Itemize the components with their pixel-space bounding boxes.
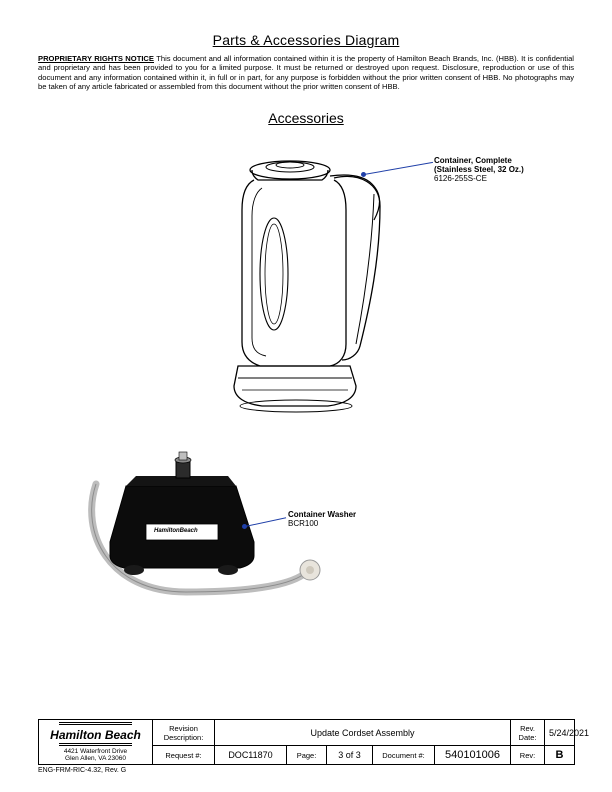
washer-callout: Container Washer BCR100 <box>288 510 356 528</box>
notice-lead: PROPRIETARY RIGHTS NOTICE <box>38 54 154 63</box>
request-value: DOC11870 <box>215 746 287 765</box>
rev-desc-label: Revision Description: <box>153 720 215 746</box>
rev-desc-value: Update Cordset Assembly <box>215 720 511 746</box>
callout-line: 6126-255S-CE <box>434 174 524 183</box>
rev-value: B <box>545 746 575 765</box>
title-block-table: Hamilton Beach 4421 Waterfront Drive Gle… <box>38 719 575 765</box>
page-label: Page: <box>287 746 327 765</box>
address-line: Glen Allen, VA 23060 <box>43 756 148 763</box>
logo-cell: Hamilton Beach 4421 Waterfront Drive Gle… <box>39 720 153 765</box>
rev-date-value: 5/24/2021 <box>545 720 575 746</box>
footer-block: Hamilton Beach 4421 Waterfront Drive Gle… <box>38 719 574 774</box>
page-value: 3 of 3 <box>327 746 373 765</box>
brand-name: Hamilton Beach <box>50 728 141 742</box>
rev-date-label: Rev. Date: <box>511 720 545 746</box>
proprietary-notice: PROPRIETARY RIGHTS NOTICE This document … <box>38 54 574 92</box>
page-title: Parts & Accessories Diagram <box>38 32 574 48</box>
form-footnote: ENG-FRM-RIC-4.32, Rev. G <box>38 767 574 774</box>
request-label: Request #: <box>153 746 215 765</box>
washer-badge-text: HamiltonBeach <box>154 528 198 534</box>
docnum-label: Document #: <box>373 746 435 765</box>
diagram-area: Container, Complete (Stainless Steel, 32… <box>38 126 574 626</box>
container-illustration <box>218 154 418 434</box>
callout-line: BCR100 <box>288 519 356 528</box>
accessories-header: Accessories <box>38 110 574 126</box>
docnum-value: 540101006 <box>435 746 511 765</box>
callout-line: (Stainless Steel, 32 Oz.) <box>434 165 524 174</box>
rev-label: Rev: <box>511 746 545 765</box>
container-callout: Container, Complete (Stainless Steel, 32… <box>434 156 524 184</box>
callout-line: Container, Complete <box>434 156 524 165</box>
washer-illustration <box>78 446 328 616</box>
brand-logo: Hamilton Beach <box>43 722 148 749</box>
callout-line: Container Washer <box>288 510 356 519</box>
